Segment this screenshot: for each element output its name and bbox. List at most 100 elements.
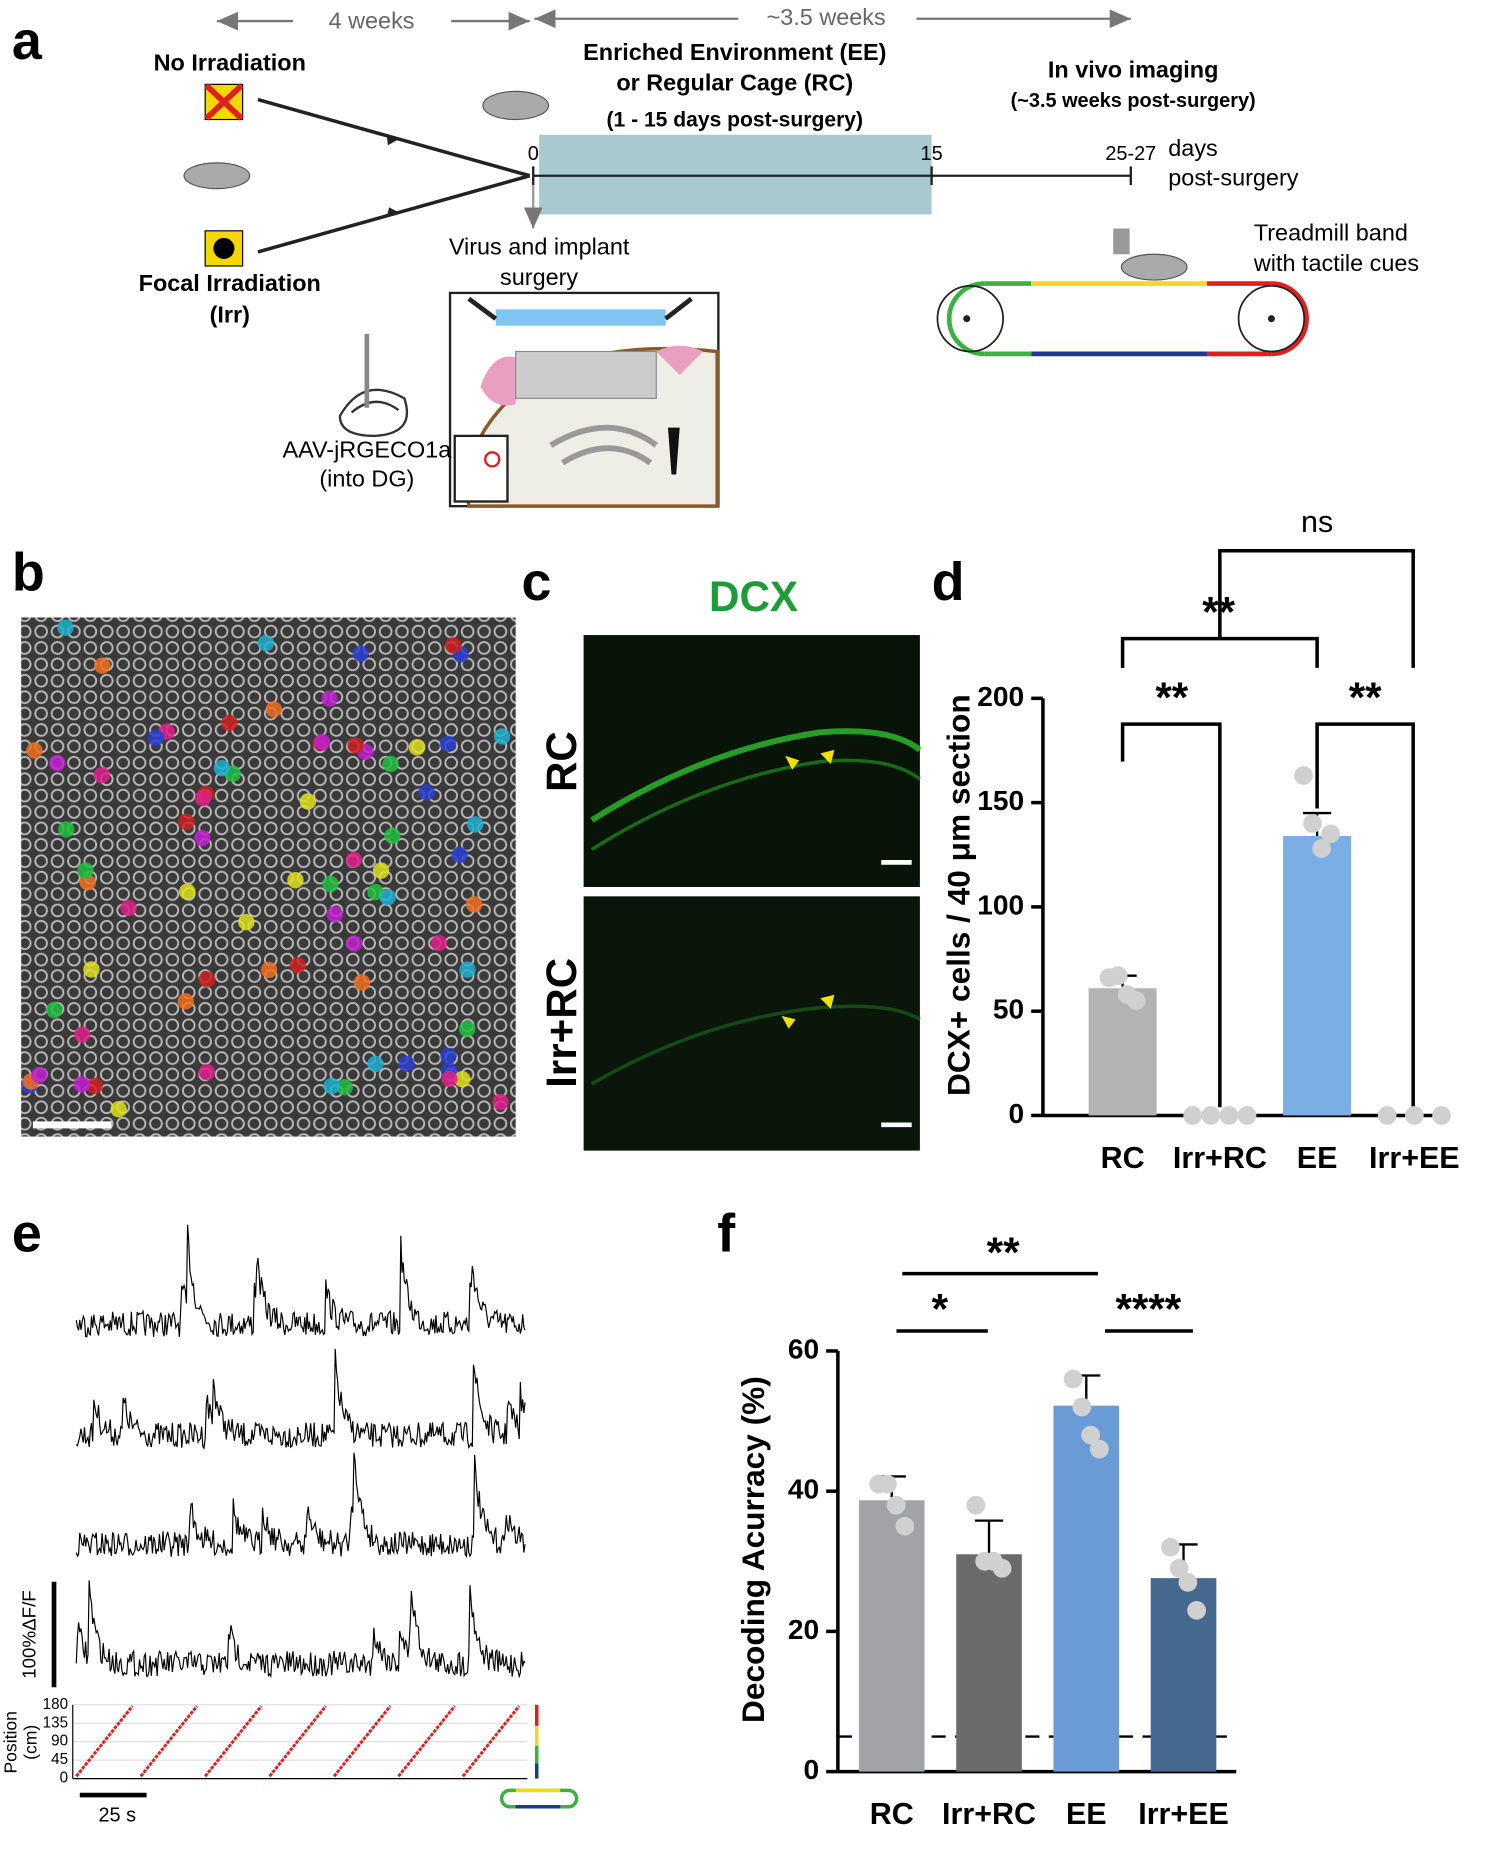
- panel-label: b: [12, 543, 45, 603]
- axis-label: (cm): [20, 1725, 40, 1760]
- label: (1 - 15 days post-surgery): [607, 108, 864, 131]
- cell-roi: [336, 1078, 353, 1096]
- cell-roi: [322, 875, 339, 893]
- cell-roi: [459, 961, 476, 978]
- timeline-label: 0: [528, 143, 539, 165]
- cell-roi: [430, 934, 448, 952]
- significance: **: [987, 1229, 1020, 1276]
- cell-roi: [379, 888, 396, 906]
- cell-roi: [326, 906, 344, 923]
- data-point: [1072, 1397, 1092, 1417]
- mouse: [1120, 253, 1188, 281]
- cell-roi: [198, 1063, 216, 1081]
- cell-roi: [31, 1066, 48, 1084]
- x-tick-label: Irr+RC: [942, 1797, 1036, 1831]
- panel-label: e: [12, 1204, 42, 1264]
- y-tick-label: 100: [977, 889, 1024, 920]
- x-tick-label: Irr+EE: [1369, 1141, 1460, 1175]
- y-tick-label: 150: [977, 785, 1024, 816]
- cell-roi: [86, 1077, 103, 1095]
- cell-roi: [345, 851, 363, 869]
- label: with tactile cues: [1253, 250, 1419, 276]
- cell-roi: [353, 974, 371, 991]
- brackets-f: [896, 1271, 1193, 1333]
- panel-label: d: [932, 552, 965, 612]
- data-point: [1063, 1369, 1083, 1389]
- data-point: [1404, 1106, 1424, 1125]
- label: (Irr): [210, 302, 250, 328]
- cell-roi: [287, 872, 304, 889]
- bar: [1283, 835, 1352, 1116]
- timeline-label: 25-27: [1105, 143, 1156, 165]
- y-tick-label: 0: [1009, 1098, 1025, 1129]
- cell-roi: [492, 1093, 509, 1111]
- cell-roi: [178, 813, 195, 830]
- duration: 4 weeks: [329, 7, 415, 33]
- brain-schematic: [338, 291, 720, 508]
- y-tick-label: 50: [993, 994, 1024, 1025]
- y-tick-label: 180: [43, 1696, 68, 1713]
- cell-roi: [110, 1101, 127, 1118]
- x-tick-label: RC: [1101, 1141, 1145, 1175]
- position-trace: [461, 1705, 521, 1778]
- y-tick-label: 40: [788, 1474, 819, 1505]
- label: Virus and implant: [449, 234, 630, 260]
- panel-a: 4 weeks ~3.5 weeks No Irradiation Focal …: [139, 4, 1419, 508]
- x-tick-label: Irr+EE: [1138, 1797, 1229, 1831]
- axis-label: Position: [0, 1711, 20, 1773]
- significance: *: [932, 1285, 949, 1332]
- scale-label: 100%ΔF/F: [19, 1590, 40, 1679]
- panel-label: a: [12, 11, 43, 71]
- cell-roi: [94, 657, 111, 674]
- cell-roi: [323, 1077, 340, 1095]
- panel-c: DCX RC Irr+RC: [538, 573, 922, 1151]
- dcx-signal: [590, 1004, 921, 1086]
- cell-roi: [147, 729, 164, 746]
- cell-roi: [179, 883, 196, 900]
- cell-roi: [73, 1076, 90, 1093]
- cell-roi: [221, 714, 238, 732]
- cell-roi: [467, 816, 484, 833]
- cell-roi: [213, 759, 231, 777]
- dcx-signal: [590, 758, 921, 851]
- significance: **: [1155, 674, 1188, 721]
- cell-roi: [93, 766, 111, 784]
- cell-roi: [198, 971, 216, 988]
- cell-roi: [398, 1055, 415, 1073]
- microscope: [1113, 228, 1130, 255]
- label: surgery: [500, 264, 578, 290]
- bar: [858, 1500, 925, 1772]
- label: or Regular Cage (RC): [616, 70, 853, 96]
- data-point: [878, 1474, 897, 1494]
- cell-roi: [418, 784, 435, 801]
- brackets-d: [1120, 548, 1415, 1108]
- label: Enriched Environment (EE): [583, 39, 886, 65]
- icon: [213, 237, 235, 259]
- arrowhead: [781, 749, 835, 1029]
- y-axis-title: Decoding Acurracy (%): [735, 1376, 771, 1723]
- data-point: [1183, 1106, 1203, 1125]
- cell-roi: [46, 1001, 63, 1019]
- cell-roi: [453, 1070, 471, 1088]
- cell-roi: [321, 690, 338, 707]
- cell-roi: [289, 956, 306, 974]
- image: [583, 896, 920, 1151]
- bar: [1053, 1405, 1120, 1772]
- cell-roi: [458, 1020, 476, 1038]
- timeline-label: 15: [921, 143, 943, 165]
- duration: ~3.5 weeks: [767, 4, 886, 30]
- data-point: [1237, 1106, 1257, 1125]
- arrowhead: [386, 135, 399, 217]
- timeline-label: days: [1168, 135, 1217, 161]
- position-trace: [332, 1705, 392, 1778]
- cell-roi: [194, 790, 212, 807]
- row-label: RC: [538, 731, 585, 792]
- x-tick-label: EE: [1297, 1141, 1338, 1175]
- label: Focal Irradiation: [139, 270, 321, 296]
- data-point: [1169, 1558, 1189, 1578]
- cell-roi: [313, 733, 331, 751]
- cell-roi: [441, 1070, 458, 1088]
- data-point: [966, 1495, 986, 1515]
- bar: [1088, 988, 1157, 1116]
